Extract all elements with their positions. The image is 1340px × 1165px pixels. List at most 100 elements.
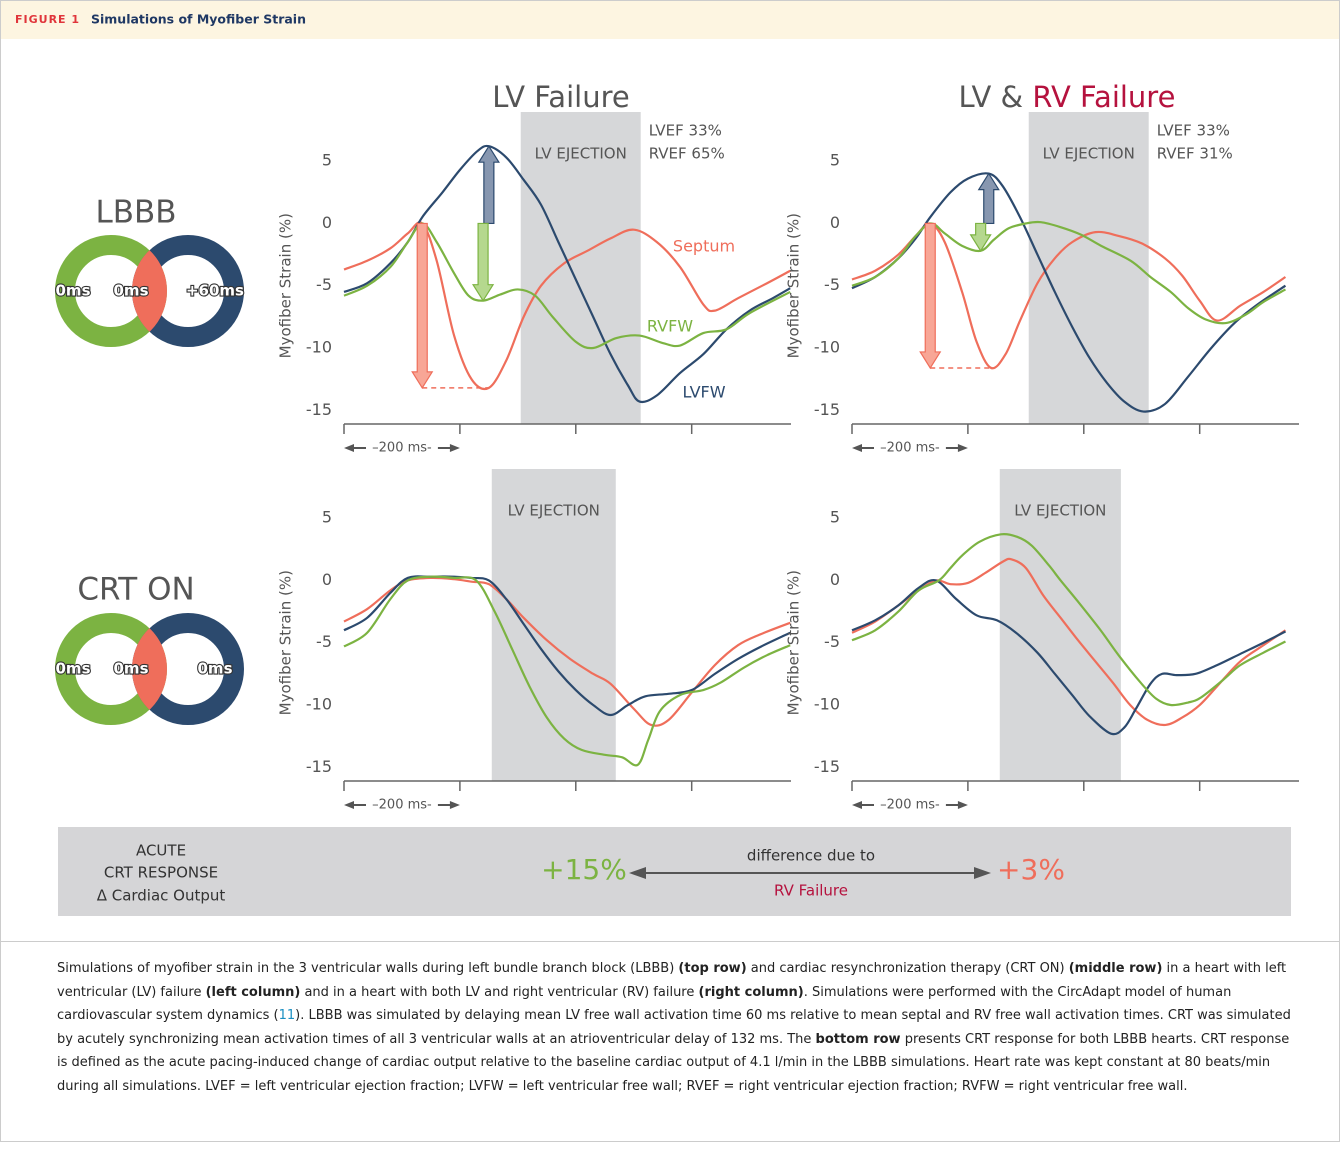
strain-arrow [477, 145, 500, 225]
strain-arrow [969, 222, 992, 252]
chart: LV EJECTION LVEF 33% RVEF 31% 5 0 -5 -10 -15 Myo… [785, 112, 1299, 456]
y-tick-label: 5 [322, 151, 332, 170]
difference-arrow [629, 867, 991, 879]
caption-text[interactable]: 11 [278, 1008, 296, 1023]
caption-box: Simulations of myofiber strain in the 3 … [0, 941, 1340, 1142]
response-value: +15% [541, 853, 627, 886]
y-tick-label: -15 [814, 757, 840, 776]
column-title-part: LV & [959, 80, 1024, 114]
caption-text: bottom row [815, 1031, 901, 1047]
y-tick-label: -15 [814, 400, 840, 419]
series-line [343, 575, 791, 767]
y-tick-label: -10 [814, 695, 840, 714]
row-label: LBBB [95, 195, 176, 231]
ejection-label: LV EJECTION [1014, 502, 1106, 520]
caption-text: ). LBBB was simulated by delaying mean L… [57, 1008, 1291, 1047]
scale-arrow [852, 801, 862, 809]
row-label: CRT ON [77, 572, 194, 608]
series-labels: Septum RVFW LVFW [647, 237, 735, 402]
scale-arrow [957, 801, 968, 809]
y-tick-label: 0 [322, 213, 332, 232]
y-tick-label: -10 [814, 338, 840, 357]
y-tick-label: 5 [830, 151, 840, 170]
scale-arrow [449, 801, 460, 809]
caption-text: (left column) [205, 984, 301, 1000]
scale-arrow [344, 801, 354, 809]
caption-text: (right column) [698, 984, 804, 1000]
ejection-label: LV EJECTION [508, 502, 600, 520]
series-label: LVFW [682, 383, 725, 402]
ejection-label: LV EJECTION [535, 145, 627, 163]
caption-text: in a heart with left ventricular (LV) fa… [57, 961, 1287, 1000]
scale-label: –200 ms- [880, 441, 940, 456]
activation-time: +60ms [186, 282, 244, 300]
response-panel [58, 827, 1291, 916]
ejection-band [491, 469, 616, 781]
series-line [851, 533, 1286, 707]
figure-label: FIGURE 1 [15, 13, 80, 26]
column-title-highlight: RV Failure [1032, 80, 1175, 114]
y-tick-label: -15 [306, 400, 332, 419]
scale-arrow [449, 444, 460, 452]
difference-cause: RV Failure [774, 882, 848, 900]
ejection-band [999, 469, 1121, 781]
strain-arrow [411, 222, 434, 390]
activation-rings [55, 235, 244, 347]
strain-arrow [919, 222, 942, 370]
response-value: +3% [997, 853, 1065, 886]
figure-title: Simulations of Myofiber Strain [91, 12, 306, 27]
response-heading: CRT RESPONSE [104, 864, 218, 882]
strain-arrow [471, 222, 495, 302]
caption-text: presents CRT response for both LBBB hear… [57, 1031, 1290, 1094]
series-label: Septum [673, 237, 735, 256]
strain-arrow [977, 172, 1000, 225]
difference-label: difference due to [747, 847, 875, 865]
annotation: LVEF 33% [1157, 122, 1230, 140]
caption-text: and in a heart with both LV and right ve… [300, 984, 699, 1000]
y-tick-label: 5 [322, 508, 332, 527]
scale-arrow [957, 444, 968, 452]
activation-time: 0ms [56, 282, 91, 300]
series-label: RVFW [647, 317, 693, 336]
caption-text: and cardiac resynchronization therapy (C… [746, 961, 1069, 976]
figure-canvas: FIGURE 1 Simulations of Myofiber Strain … [1, 1, 1339, 916]
y-tick-label: -10 [306, 695, 332, 714]
scale-label: –200 ms- [880, 798, 940, 813]
y-tick-label: -10 [306, 338, 332, 357]
column-title: LV & RV Failure [959, 80, 1176, 114]
scale-arrow [344, 444, 354, 452]
y-tick-label: -5 [824, 632, 840, 651]
series-line [343, 144, 791, 404]
activation-rings [55, 613, 244, 725]
column-title: LV Failure [492, 80, 629, 114]
y-tick-label: 0 [830, 213, 840, 232]
scale-label: –200 ms- [372, 798, 432, 813]
response-measure: Δ Cardiac Output [97, 887, 226, 905]
figure: FIGURE 1 Simulations of Myofiber Strain … [0, 0, 1340, 942]
y-axis-label: Myofiber Strain (%) [785, 570, 803, 715]
chart: LV EJECTION 5 0 -5 -10 -15 Myofiber Strain (%)… [277, 469, 791, 813]
caption: Simulations of myofiber strain in the 3 … [57, 957, 1297, 1098]
activation-time: 0ms [114, 282, 149, 300]
y-tick-label: 0 [322, 570, 332, 589]
series-line [851, 578, 1286, 736]
y-tick-label: -15 [306, 757, 332, 776]
scale-label: –200 ms- [372, 441, 432, 456]
y-tick-label: -5 [824, 275, 840, 294]
caption-text: . Simulations were performed with the Ci… [57, 984, 1232, 1024]
caption-text: (top row) [678, 961, 747, 976]
activation-time: 0ms [114, 660, 149, 678]
annotation: LVEF 33% [649, 122, 722, 140]
caption-text: (middle row) [1068, 961, 1163, 976]
y-axis-label: Myofiber Strain (%) [277, 570, 295, 715]
caption-text: Simulations of myofiber strain in the 3 … [57, 961, 679, 976]
ejection-label: LV EJECTION [1043, 145, 1135, 163]
activation-time: 0ms [56, 660, 91, 678]
chart: LV EJECTION LVEF 33% RVEF 65% 5 0 -5 -10 -15 Myo… [277, 112, 791, 456]
activation-time: 0ms [198, 660, 233, 678]
annotation: RVEF 65% [649, 145, 725, 163]
y-axis-label: Myofiber Strain (%) [277, 213, 295, 358]
y-tick-label: -5 [316, 632, 332, 651]
chart: LV EJECTION 5 0 -5 -10 -15 Myofiber Strain (%)… [785, 469, 1299, 813]
